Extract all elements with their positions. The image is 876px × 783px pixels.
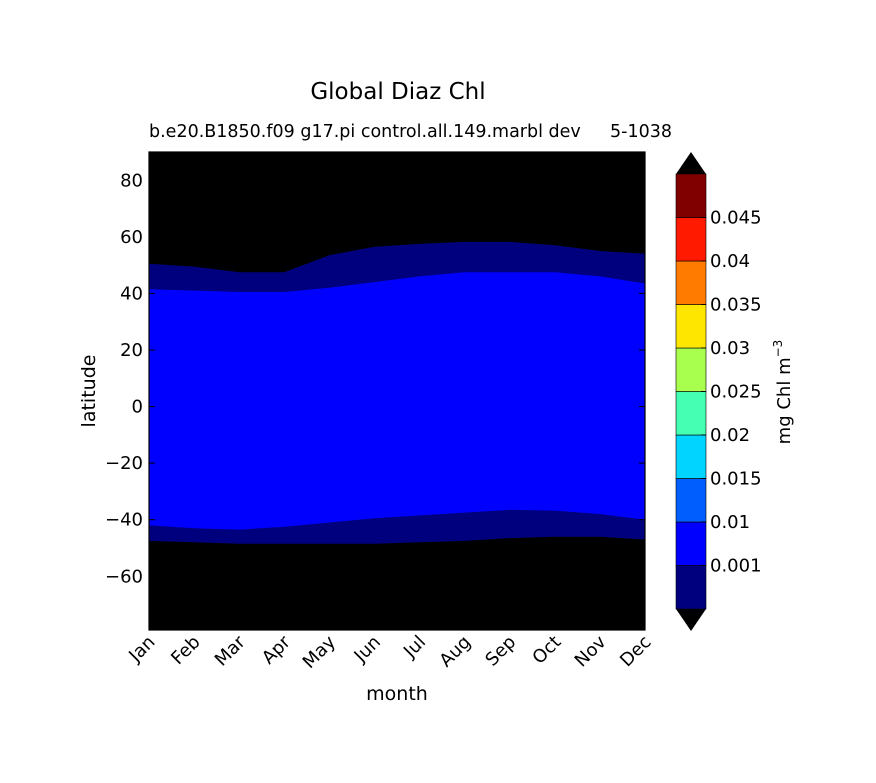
band-0.01-level: [149, 272, 645, 530]
y-tick-label: −60: [105, 566, 143, 587]
x-tick-label: Oct: [528, 632, 565, 669]
plot-area: 80 60 40 20 0 −20 −40 −60 Jan Feb Mar Apr May Jun Jul…: [105, 151, 656, 673]
contour-bands: [149, 241, 645, 544]
x-tick-label: Jul: [399, 632, 430, 663]
colorbar-segment: [675, 565, 707, 610]
x-tick-label: Apr: [258, 631, 295, 668]
x-tick-label: Dec: [616, 632, 655, 671]
chart-title: Global Diaz Chl: [310, 79, 485, 105]
colorbar-tick-label: 0.01: [710, 512, 750, 533]
x-tick-label: Nov: [571, 631, 611, 671]
y-tick-label: 80: [120, 170, 143, 191]
colorbar-segment: [675, 347, 707, 392]
colorbar-tick-label: 0.015: [710, 469, 762, 490]
x-tick-label: Mar: [211, 631, 250, 670]
colorbar-tick-label: 0.045: [710, 208, 762, 229]
colorbar-segment: [675, 260, 707, 305]
colorbar-tick-label: 0.001: [710, 556, 762, 577]
x-tick-label: Jan: [124, 632, 159, 667]
y-tick-label: 0: [132, 397, 143, 418]
colorbar-segment: [675, 434, 707, 479]
x-tick-label: May: [299, 631, 340, 672]
y-tick-label: 60: [120, 227, 143, 248]
colorbar-tick-label: 0.02: [710, 425, 750, 446]
y-tick-label: 20: [120, 340, 143, 361]
plot-frame: [148, 151, 646, 631]
colorbar-tick-label: 0.04: [710, 251, 750, 272]
y-axis-ticks: 80 60 40 20 0 −20 −40 −60: [105, 170, 645, 587]
colorbar-tick-label: 0.035: [710, 295, 762, 316]
colorbar-tick-label: 0.025: [710, 382, 762, 403]
x-tick-label: Feb: [167, 632, 204, 669]
y-tick-label: 40: [120, 283, 143, 304]
chart-subtitle-left: b.e20.B1850.f09 g17.pi control.all.149.m…: [149, 122, 581, 142]
colorbar-segment: [675, 391, 707, 436]
x-axis-label: month: [366, 683, 428, 705]
colorbar-label-main: mg Chl m: [774, 357, 795, 444]
x-tick-label: Sep: [481, 632, 520, 671]
colorbar-segment: [675, 521, 707, 566]
colorbar-over-arrow: [676, 152, 706, 174]
colorbar-label: mg Chl m−3: [771, 340, 795, 445]
x-tick-label: Aug: [435, 632, 475, 672]
colorbar-segment: [675, 478, 707, 523]
colorbar-segment: [675, 173, 707, 218]
y-tick-label: −40: [105, 510, 143, 531]
colorbar-tick-label: 0.03: [710, 338, 750, 359]
x-tick-label: Jun: [350, 632, 385, 667]
chart-subtitle-right: 5-1038: [610, 122, 672, 142]
colorbar-segment: [675, 304, 707, 349]
y-axis-label: latitude: [78, 355, 100, 428]
colorbar: 0.001 0.01 0.015 0.02 0.025 0.03 0.035 0.04 0.04…: [675, 152, 762, 631]
colorbar-label-exponent: −3: [771, 340, 785, 358]
y-tick-label: −20: [105, 453, 143, 474]
colorbar-under-arrow: [676, 609, 706, 631]
colorbar-segment: [675, 217, 707, 262]
